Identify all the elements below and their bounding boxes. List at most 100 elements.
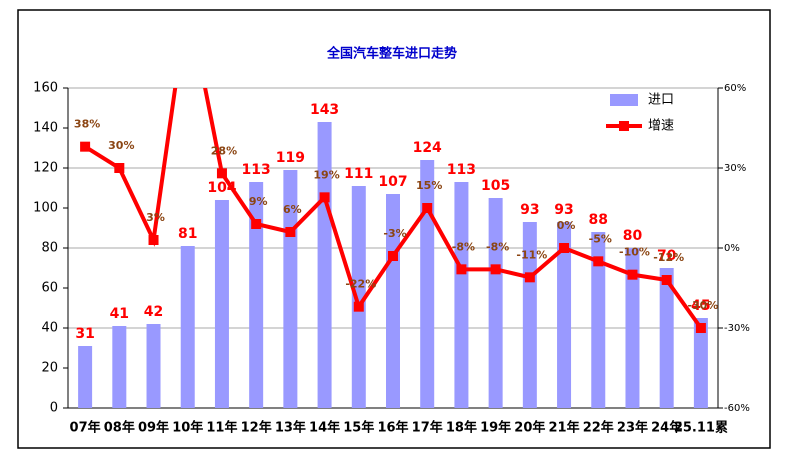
- bar: [146, 324, 161, 408]
- y2-tick-label: 60%: [724, 83, 746, 94]
- bar: [249, 182, 264, 408]
- line-marker: [524, 272, 535, 283]
- x-tick-label: 13年: [275, 420, 306, 436]
- bar-label: 42: [144, 304, 163, 320]
- line-label: 0%: [557, 219, 576, 232]
- line-label: -8%: [452, 240, 475, 253]
- x-tick-label: 23年: [617, 420, 648, 436]
- y-tick-label: 60: [41, 281, 58, 296]
- bar: [625, 248, 640, 408]
- line-marker: [216, 168, 227, 179]
- line-label: -3%: [383, 227, 406, 240]
- x-tick-label: 16年: [377, 420, 408, 436]
- bar: [386, 194, 400, 408]
- line-marker: [490, 264, 501, 275]
- y-tick-label: 120: [33, 161, 58, 176]
- bar-label: 31: [75, 326, 94, 342]
- line-label: 30%: [108, 139, 134, 152]
- bar: [488, 198, 503, 408]
- x-tick-label: 24年: [651, 420, 682, 436]
- y-tick-label: 80: [41, 241, 58, 256]
- bar-label: 143: [310, 102, 339, 118]
- bar: [180, 246, 195, 408]
- bar: [522, 222, 537, 408]
- y-tick-label: 100: [33, 201, 58, 216]
- x-tick-label: 12年: [241, 420, 272, 436]
- line-marker: [251, 219, 262, 229]
- bar-label: 81: [178, 226, 197, 242]
- line-label: 38%: [74, 118, 100, 131]
- bar-label: 93: [554, 202, 573, 218]
- line-label: -8%: [486, 240, 509, 253]
- line-marker: [353, 301, 364, 312]
- line-marker: [627, 269, 638, 280]
- line-label: -12%: [653, 251, 684, 264]
- bar-label: 80: [623, 228, 643, 244]
- y2-tick-label: -30%: [724, 323, 750, 334]
- bar-label: 113: [242, 162, 271, 178]
- bar-label: 124: [413, 140, 442, 156]
- x-tick-label: 14年: [309, 420, 340, 436]
- bar-label: 41: [110, 306, 129, 322]
- line-marker: [388, 251, 398, 261]
- x-tick-label: 22年: [583, 420, 614, 436]
- line-label: 15%: [416, 179, 442, 192]
- y2-tick-label: 0%: [724, 243, 740, 254]
- bar: [591, 232, 606, 408]
- line-marker: [456, 264, 467, 275]
- bar: [659, 268, 674, 408]
- line-marker: [114, 163, 125, 173]
- line-marker: [422, 203, 433, 213]
- line-marker: [148, 235, 159, 245]
- x-tick-label: 11年: [206, 420, 237, 436]
- line-label: -30%: [687, 299, 718, 312]
- bar-label: 119: [276, 150, 305, 166]
- line-label: 6%: [283, 203, 302, 216]
- y-tick-label: 160: [33, 81, 58, 96]
- bar-label: 111: [344, 166, 373, 182]
- legend-label: 增速: [648, 119, 674, 134]
- x-tick-label: 17年: [412, 420, 443, 436]
- bar: [317, 122, 332, 408]
- x-tick-label: 07年: [70, 420, 101, 436]
- y-tick-label: 40: [41, 321, 58, 336]
- bar: [557, 222, 572, 408]
- line-label: 9%: [249, 195, 268, 208]
- line-label: 19%: [313, 168, 339, 181]
- x-tick-label: 10年: [172, 420, 203, 436]
- line-label: -11%: [516, 248, 547, 261]
- bar-label: 70: [657, 248, 677, 264]
- line-marker: [593, 256, 604, 267]
- line-label: 3%: [146, 211, 165, 224]
- bar-label: 88: [589, 212, 608, 228]
- y-tick-label: 140: [33, 121, 58, 136]
- bar-label: 105: [481, 178, 510, 194]
- line-marker: [319, 192, 330, 203]
- line-marker: [559, 243, 570, 253]
- bar: [693, 318, 708, 408]
- legend-swatch: [610, 94, 638, 106]
- x-tick-label: 21年: [549, 420, 580, 436]
- x-tick-label: 15年: [343, 420, 374, 436]
- bar-label: 107: [378, 174, 407, 190]
- legend-label: 进口: [648, 93, 674, 108]
- y2-tick-label: -60%: [724, 403, 750, 414]
- x-tick-label: 08年: [104, 420, 135, 436]
- bar: [351, 186, 366, 408]
- x-tick-label: 18年: [446, 420, 477, 436]
- x-tick-label: 19年: [480, 420, 511, 436]
- y2-tick-label: 30%: [724, 163, 746, 174]
- x-tick-label: 09年: [138, 420, 169, 436]
- bar-label: 93: [520, 202, 539, 218]
- line-marker: [80, 141, 91, 152]
- line-label: 28%: [211, 144, 237, 157]
- line-label: -22%: [345, 278, 376, 291]
- line-label: -5%: [589, 232, 612, 245]
- bar: [454, 182, 469, 408]
- bar-label: 113: [447, 162, 476, 178]
- bar: [214, 200, 229, 408]
- bar: [420, 160, 435, 408]
- chart-title: 全国汽车整车进口走势: [326, 46, 457, 62]
- bar: [112, 326, 127, 408]
- line-marker: [695, 323, 706, 333]
